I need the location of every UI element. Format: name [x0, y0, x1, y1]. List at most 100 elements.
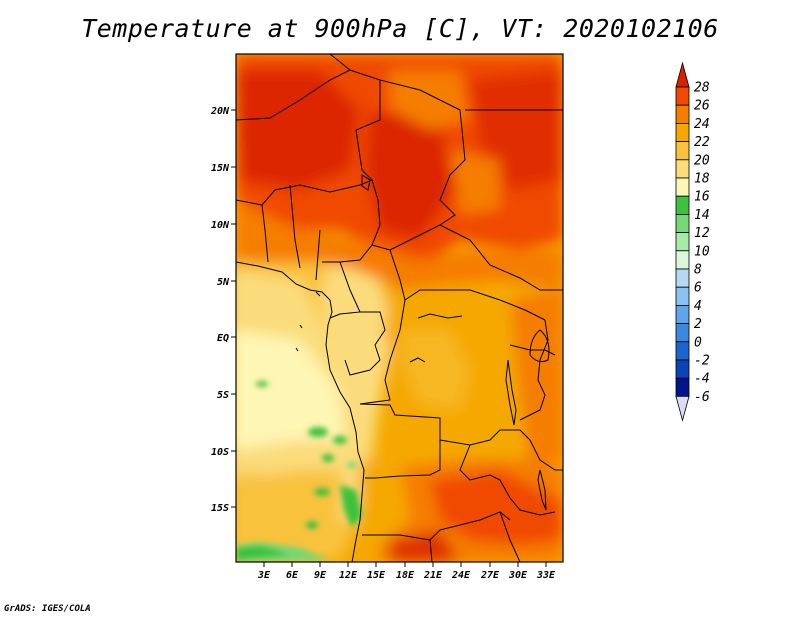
- field-green-2: [236, 546, 290, 560]
- border-21: [499, 511, 521, 562]
- colorbar-bin-3: [675, 123, 690, 143]
- lake-victoria: [529, 329, 550, 363]
- colorbar-bin-9: [675, 232, 690, 252]
- lat-label-1: 15N: [211, 163, 230, 174]
- colorbar-label-7: 14: [694, 208, 710, 223]
- lon-label-10: 33E: [536, 570, 556, 581]
- field-green-4: [333, 436, 347, 444]
- colorbar-label-16: -4: [694, 372, 710, 387]
- colorbar-label-6: 16: [694, 190, 710, 205]
- colorbar-label-5: 18: [694, 172, 710, 187]
- lat-label-0: 20N: [210, 106, 230, 117]
- field-south-28: [390, 530, 460, 562]
- colorbar-bin-2: [675, 104, 690, 124]
- colorbar-label-4: 20: [694, 153, 710, 168]
- colorbar-label-11: 6: [694, 281, 702, 296]
- colorbar-label-12: 4: [694, 299, 702, 314]
- colorbar-label-9: 10: [694, 244, 710, 259]
- colorbar-bin-1: [675, 86, 690, 106]
- colorbar-bin-15: [675, 341, 690, 361]
- colorbar-label-2: 24: [694, 117, 710, 132]
- colorbar-bin-6: [675, 177, 690, 197]
- lon-label-9: 30E: [508, 570, 528, 581]
- lon-label-5: 18E: [396, 570, 415, 581]
- lat-label-5: 5S: [217, 390, 229, 401]
- border-18: [459, 444, 556, 516]
- field-ocean-16b: [236, 470, 320, 520]
- border-7: [371, 79, 466, 251]
- field-green-6: [340, 485, 362, 528]
- field-ocean-16: [236, 330, 350, 450]
- lon-tick-marks: [263, 562, 547, 567]
- colorbar-label-15: -2: [694, 354, 710, 369]
- field-green-7: [314, 488, 330, 496]
- border-13: [359, 299, 406, 405]
- islands-gulf: [295, 291, 321, 352]
- colorbar-label-10: 8: [694, 263, 702, 278]
- border-14: [519, 319, 549, 421]
- field-green-8: [256, 381, 268, 387]
- field-north-24a: [390, 70, 470, 130]
- colorbar-bin-11: [675, 268, 690, 288]
- border-16: [359, 403, 441, 479]
- lat-label-6: 10S: [211, 447, 229, 458]
- field-south-22: [360, 460, 410, 545]
- lon-label-1: 6E: [286, 570, 299, 581]
- colorbar-bin-13: [675, 304, 690, 324]
- border-12: [344, 311, 386, 376]
- map-frame: [235, 53, 564, 563]
- field-sahel-24: [236, 200, 563, 290]
- lat-label-7: 15S: [211, 503, 229, 514]
- river-congo: [409, 313, 463, 363]
- field-south-26: [430, 470, 563, 545]
- lat-label-2: 10N: [211, 220, 230, 231]
- lake-malawi: [537, 469, 547, 511]
- lon-label-7: 24E: [451, 570, 471, 581]
- colorbar-arrow-top: [675, 61, 690, 88]
- colorbar-arrow-bottom: [675, 396, 690, 422]
- colorbar-bin-14: [675, 323, 690, 343]
- colorbar-label-1: 26: [694, 99, 710, 114]
- colorbar-bin-8: [675, 213, 690, 233]
- field-east-24: [510, 290, 563, 470]
- border-20: [429, 539, 433, 562]
- field-basin-20: [400, 330, 470, 410]
- colorbar-bin-5: [675, 159, 690, 179]
- lon-label-2: 9E: [314, 570, 327, 581]
- lon-label-0: 3E: [257, 570, 271, 581]
- colorbar-label-3: 22: [694, 135, 710, 150]
- field-green-5: [322, 454, 334, 462]
- field-green-9: [306, 521, 318, 529]
- colorbar-bin-7: [675, 195, 690, 215]
- grads-credit: GrADS: IGES/COLA: [4, 604, 91, 614]
- border-17: [439, 429, 563, 471]
- colorbar-label-17: -6: [694, 390, 710, 405]
- colorbar-bin-12: [675, 286, 690, 306]
- border-15: [509, 344, 556, 356]
- chart-title: Temperature at 900hPa [C], VT: 202010210…: [81, 14, 719, 43]
- lat-tick-marks: [231, 109, 236, 508]
- lat-axis: 20N 15N 10N 5N EQ 5S 10S 15S: [210, 106, 236, 514]
- colorbar-bin-16: [675, 359, 690, 379]
- temperature-field: [236, 54, 563, 562]
- field-north-28b: [365, 110, 455, 240]
- lon-label-6: 21E: [423, 570, 443, 581]
- colorbar-label-13: 2: [694, 317, 702, 332]
- colorbar-bin-10: [675, 250, 690, 270]
- colorbar-bin-4: [675, 141, 690, 161]
- field-green-3: [308, 427, 328, 437]
- coastline-west: [236, 261, 365, 562]
- border-9: [439, 224, 563, 291]
- border-10: [389, 249, 546, 321]
- country-borders: [236, 54, 563, 562]
- lon-label-3: 12E: [339, 570, 358, 581]
- lake-tanganyika: [505, 359, 517, 426]
- lake-chad: [361, 174, 371, 191]
- colorbar-bin-17: [675, 377, 690, 397]
- lon-axis: 3E 6E 9E 12E 15E 18E 21E 24E 27E 30E 33E: [257, 562, 556, 581]
- colorbar-label-14: 0: [694, 335, 702, 350]
- border-6: [236, 69, 351, 121]
- field-north-24b: [450, 150, 500, 215]
